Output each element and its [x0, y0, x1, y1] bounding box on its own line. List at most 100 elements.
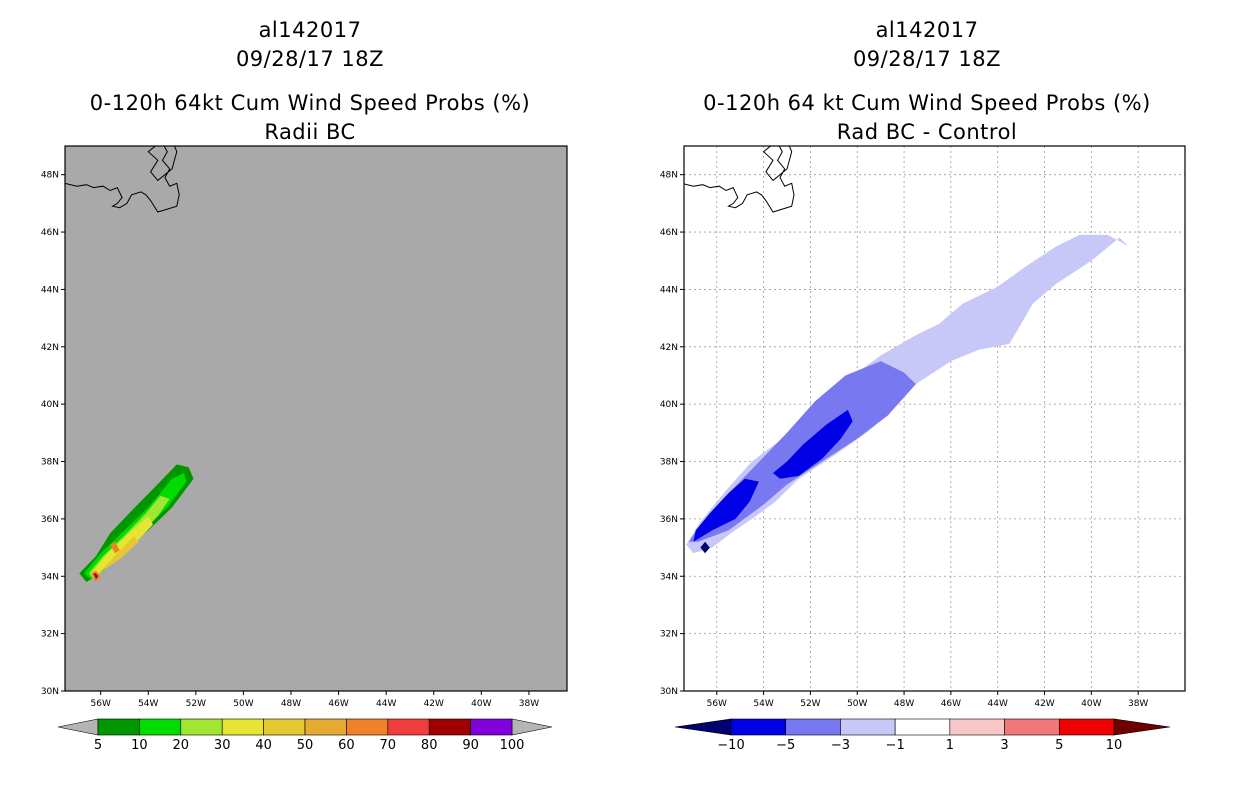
y-tick-label: 34N: [41, 572, 59, 582]
colorbar-label: 5: [94, 738, 102, 753]
colorbar-swatch: [470, 718, 513, 736]
colorbar-label: 10: [131, 738, 148, 753]
colorbar-swatch: [894, 718, 951, 736]
y-tick-label: 30N: [660, 687, 678, 697]
y-tick-label: 44N: [41, 285, 59, 295]
contour-level-neg5: [773, 409, 853, 479]
colorbar-swatch: [949, 718, 1005, 736]
colorbar-label: 100: [500, 738, 525, 753]
colorbar-label: 80: [421, 738, 438, 753]
x-tick-label: 38W: [1128, 699, 1148, 709]
contour-level-40: [98, 536, 139, 574]
x-tick-label: 40W: [1081, 699, 1101, 709]
y-tick-label: 40N: [660, 400, 678, 410]
y-tick-label: 38N: [660, 458, 678, 468]
right-colorbar: −10 −5 −3 −1 1 3 5 10: [674, 718, 1171, 753]
right-map-panel: 56W 54W 52W 50W 48W 46W 44W 42W 40W 38W 30N 32N 34N 3…: [660, 145, 1186, 709]
left-date: 09/28/17 18Z: [235, 47, 385, 71]
colorbar-label: 1: [946, 738, 954, 753]
y-tick-label: 32N: [41, 630, 59, 640]
colorbar-swatch: [346, 718, 389, 736]
colorbar-label: −5: [776, 738, 795, 753]
y-tick-label: 48N: [41, 171, 59, 181]
colorbar-swatch: [1004, 718, 1060, 736]
colorbar-over-arrow: [1113, 718, 1171, 736]
colorbar-label: 40: [255, 738, 272, 753]
y-tick-label: 42N: [660, 343, 678, 353]
coastline: [65, 146, 180, 213]
contour-level-60: [110, 541, 120, 554]
contour-level-neg5: [693, 478, 759, 542]
x-tick-label: 40W: [471, 699, 491, 709]
x-tick-label: 46W: [941, 699, 961, 709]
colorbar-label: 30: [214, 738, 231, 753]
right-title-block: al142017 09/28/17 18Z 0-120h 64 kt Cum W…: [627, 16, 1227, 147]
colorbar-over-arrow: [511, 718, 553, 736]
y-tick-label: 46N: [41, 228, 59, 238]
right-product-title: 0-120h 64 kt Cum Wind Speed Probs (%): [703, 91, 1151, 115]
x-tick-label: 50W: [847, 699, 867, 709]
left-subtitle: Radii BC: [264, 120, 356, 144]
left-colorbar: 5 10 20 30 40 50 60 70 80 90 100: [57, 718, 553, 753]
colorbar-label: 10: [1106, 738, 1123, 753]
colorbar-swatch: [1058, 718, 1115, 736]
contour-level-30: [91, 516, 153, 577]
x-tick-label: 56W: [91, 699, 111, 709]
y-tick-label: 34N: [660, 572, 678, 582]
y-tick-label: 48N: [660, 171, 678, 181]
x-tick-label: 52W: [800, 699, 820, 709]
colorbar-swatch: [730, 718, 787, 736]
colorbar-swatch: [221, 718, 264, 736]
colorbar-label: 90: [462, 738, 479, 753]
plot-frame: [64, 145, 568, 692]
right-storm-id: al142017: [875, 18, 979, 42]
coastline: [684, 146, 795, 213]
colorbar-label: 60: [338, 738, 355, 753]
x-tick-label: 42W: [1034, 699, 1054, 709]
plot-background: [684, 146, 1185, 691]
colorbar-label: 3: [1000, 738, 1008, 753]
contour-level-neg10: [700, 541, 710, 554]
y-tick-label: 38N: [41, 458, 59, 468]
y-tick-label: 44N: [660, 285, 678, 295]
left-title-block: al142017 09/28/17 18Z 0-120h 64kt Cum Wi…: [10, 16, 610, 147]
plot-frame: [683, 145, 1186, 692]
colorbar-under-arrow: [674, 718, 732, 736]
right-subtitle: Rad BC - Control: [836, 120, 1018, 144]
contour-level-90: [94, 574, 98, 578]
colorbar-swatch: [263, 718, 306, 736]
x-tick-label: 46W: [328, 699, 348, 709]
colorbar-swatch: [97, 718, 140, 736]
colorbar-swatch: [785, 718, 841, 736]
colorbar-swatch: [180, 718, 223, 736]
colorbar-swatch: [428, 718, 471, 736]
colorbar-label: 50: [297, 738, 314, 753]
colorbar-label: 70: [380, 738, 397, 753]
y-tick-label: 46N: [660, 228, 678, 238]
x-tick-label: 48W: [281, 699, 301, 709]
colorbar-label: −3: [831, 738, 850, 753]
x-tick-label: 38W: [519, 699, 539, 709]
colorbar-swatch: [840, 718, 896, 736]
x-tick-label: 44W: [376, 699, 396, 709]
x-tick-label: 54W: [753, 699, 773, 709]
colorbar-label: 5: [1055, 738, 1063, 753]
y-tick-label: 42N: [41, 343, 59, 353]
colorbar-swatch: [139, 718, 182, 736]
x-tick-label: 52W: [186, 699, 206, 709]
colorbar-label: −10: [717, 738, 744, 753]
right-date: 09/28/17 18Z: [852, 47, 1002, 71]
x-tick-label: 44W: [988, 699, 1008, 709]
x-tick-label: 54W: [138, 699, 158, 709]
plot-background: [65, 146, 567, 691]
colorbar-swatch: [387, 718, 430, 736]
left-product-title: 0-120h 64kt Cum Wind Speed Probs (%): [89, 91, 531, 115]
colorbar-under-arrow: [57, 718, 99, 736]
left-storm-id: al142017: [258, 18, 362, 42]
colorbar-label: −1: [886, 738, 905, 753]
colorbar-swatch: [304, 718, 347, 736]
y-tick-label: 40N: [41, 400, 59, 410]
y-tick-label: 30N: [41, 687, 59, 697]
left-map-panel: 56W 54W 52W 50W 48W 46W 44W 42W 40W 38W 30N 32N 34N 3…: [41, 145, 568, 709]
